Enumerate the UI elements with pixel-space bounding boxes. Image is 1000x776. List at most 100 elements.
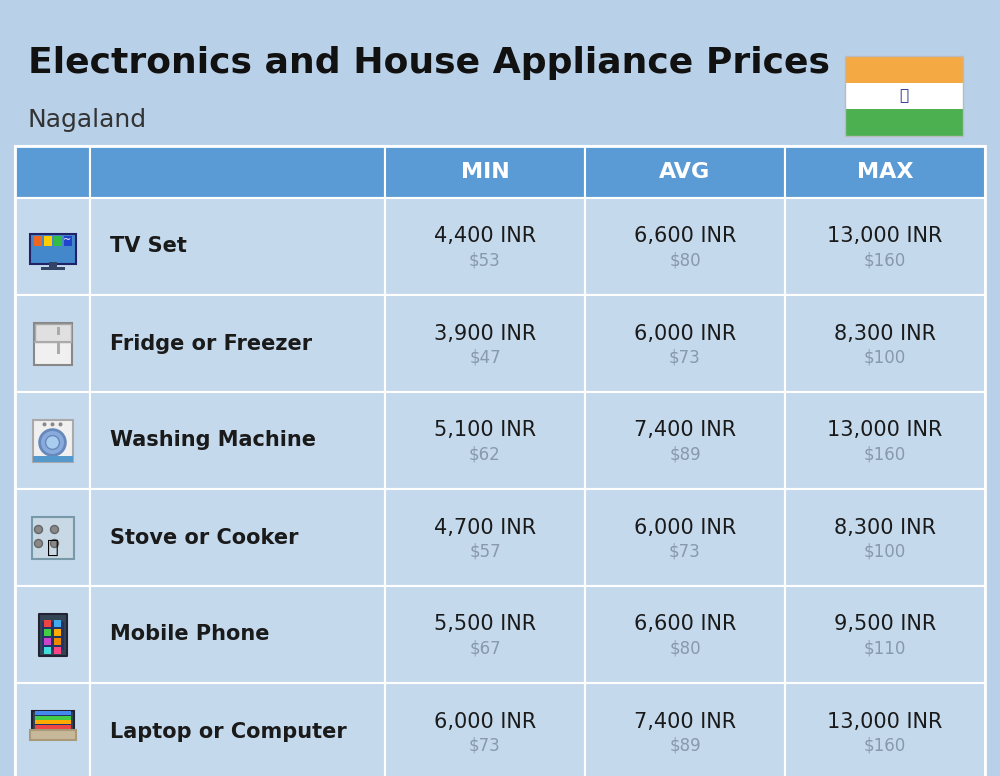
Bar — [34, 720, 70, 724]
Circle shape — [50, 525, 58, 534]
Text: Electronics and House Appliance Prices: Electronics and House Appliance Prices — [28, 46, 830, 80]
Bar — [44, 646, 50, 653]
Bar — [34, 324, 70, 341]
Bar — [785, 146, 985, 198]
Text: 6,600 INR: 6,600 INR — [634, 227, 736, 247]
Bar — [64, 237, 72, 245]
Text: MAX: MAX — [857, 162, 913, 182]
Bar — [90, 295, 385, 392]
Bar — [34, 711, 70, 729]
Bar — [15, 198, 90, 295]
Text: Stove or Cooker: Stove or Cooker — [110, 528, 298, 548]
Bar — [15, 146, 90, 198]
Circle shape — [34, 539, 42, 548]
Bar — [54, 646, 60, 653]
Bar — [585, 392, 785, 489]
Text: Laptop or Computer: Laptop or Computer — [110, 722, 347, 742]
Bar — [845, 56, 963, 136]
Bar — [585, 683, 785, 776]
Text: $53: $53 — [469, 251, 501, 269]
Bar — [54, 619, 60, 626]
Text: $80: $80 — [669, 639, 701, 657]
Text: $89: $89 — [669, 736, 701, 754]
Bar — [54, 237, 62, 245]
Bar — [845, 56, 963, 83]
Bar — [385, 683, 585, 776]
Bar — [34, 323, 72, 365]
Text: $47: $47 — [469, 348, 501, 366]
Bar — [15, 295, 90, 392]
Text: $160: $160 — [864, 445, 906, 463]
Bar — [585, 295, 785, 392]
Bar — [90, 392, 385, 489]
Text: 4,700 INR: 4,700 INR — [434, 518, 536, 538]
Circle shape — [42, 422, 46, 426]
Text: $160: $160 — [864, 251, 906, 269]
Bar — [385, 489, 585, 586]
Text: Mobile Phone: Mobile Phone — [110, 625, 270, 645]
Bar — [42, 622, 64, 650]
Bar — [56, 341, 60, 354]
Bar — [15, 392, 90, 489]
Bar — [44, 638, 50, 645]
Bar — [585, 198, 785, 295]
Text: 7,400 INR: 7,400 INR — [634, 712, 736, 732]
Text: MIN: MIN — [461, 162, 509, 182]
Bar — [385, 198, 585, 295]
Text: 9,500 INR: 9,500 INR — [834, 615, 936, 635]
Text: 5,500 INR: 5,500 INR — [434, 615, 536, 635]
Bar — [385, 392, 585, 489]
Text: TV Set: TV Set — [110, 237, 187, 257]
Circle shape — [46, 435, 59, 449]
Bar — [585, 489, 785, 586]
Bar — [385, 146, 585, 198]
Bar — [30, 234, 76, 264]
Bar — [15, 489, 90, 586]
Text: 13,000 INR: 13,000 INR — [827, 712, 943, 732]
Bar — [785, 586, 985, 683]
Text: $57: $57 — [469, 542, 501, 560]
Bar — [385, 295, 585, 392]
Circle shape — [40, 430, 65, 456]
Bar — [15, 146, 985, 776]
Text: AVG: AVG — [659, 162, 711, 182]
Bar — [34, 725, 70, 729]
Bar — [44, 629, 50, 636]
Bar — [30, 729, 76, 740]
Text: Nagaland: Nagaland — [28, 108, 147, 132]
Text: 7,400 INR: 7,400 INR — [634, 421, 736, 441]
Text: 6,600 INR: 6,600 INR — [634, 615, 736, 635]
Text: $100: $100 — [864, 542, 906, 560]
Text: 3,900 INR: 3,900 INR — [434, 324, 536, 344]
Bar — [32, 456, 72, 462]
Bar — [585, 146, 785, 198]
Text: 4,400 INR: 4,400 INR — [434, 227, 536, 247]
Bar — [38, 614, 66, 656]
Text: 13,000 INR: 13,000 INR — [827, 227, 943, 247]
Bar — [90, 586, 385, 683]
Text: 8,300 INR: 8,300 INR — [834, 324, 936, 344]
Text: $62: $62 — [469, 445, 501, 463]
Text: $100: $100 — [864, 348, 906, 366]
Text: ⎈: ⎈ — [899, 88, 909, 103]
Bar — [54, 638, 60, 645]
Text: $67: $67 — [469, 639, 501, 657]
Text: $89: $89 — [669, 445, 701, 463]
Text: 6,000 INR: 6,000 INR — [634, 324, 736, 344]
Bar — [15, 586, 90, 683]
Bar — [90, 683, 385, 776]
Bar — [845, 109, 963, 136]
Bar — [385, 586, 585, 683]
Bar — [90, 146, 385, 198]
Bar — [845, 83, 963, 109]
Bar — [32, 711, 74, 732]
Bar — [785, 198, 985, 295]
Bar — [785, 295, 985, 392]
Bar — [32, 420, 72, 462]
Bar — [44, 237, 52, 245]
Text: 6,000 INR: 6,000 INR — [434, 712, 536, 732]
Text: ~: ~ — [63, 234, 72, 244]
Bar — [15, 683, 90, 776]
Text: Washing Machine: Washing Machine — [110, 431, 316, 451]
Bar — [785, 392, 985, 489]
